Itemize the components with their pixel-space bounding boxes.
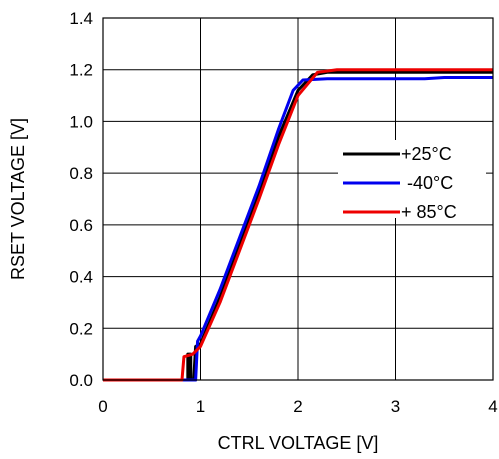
- y-tick-labels: 0.0 0.2 0.4 0.6 0.8 1.0 1.2 1.4: [69, 9, 93, 390]
- y-tick-label: 0.6: [69, 216, 93, 235]
- y-tick-label: 0.8: [69, 164, 93, 183]
- legend-entry-label: + 85°C: [401, 202, 457, 222]
- y-tick-label: 0.2: [69, 319, 93, 338]
- x-tick-label: 4: [488, 397, 497, 416]
- x-axis-label: CTRL VOLTAGE [V]: [218, 433, 379, 453]
- y-tick-label: 0.4: [69, 268, 93, 287]
- x-tick-label: 0: [98, 397, 107, 416]
- x-tick-label: 1: [196, 397, 205, 416]
- plot-frame: [102, 17, 494, 381]
- y-tick-label: 1.4: [69, 9, 93, 28]
- series-line-2: [103, 68, 493, 382]
- y-tick-label: 1.2: [69, 61, 93, 80]
- legend-entry-label: +25°C: [401, 144, 452, 164]
- x-tick-labels: 0 1 2 3 4: [98, 397, 497, 416]
- x-tick-label: 2: [293, 397, 302, 416]
- legend: +25°C -40°C + 85°C: [338, 140, 486, 222]
- x-tick-label: 3: [391, 397, 400, 416]
- y-tick-label: 1.0: [69, 112, 93, 131]
- legend-entry-label: -40°C: [407, 173, 453, 193]
- y-tick-label: 0.0: [69, 371, 93, 390]
- y-axis-label: RSET VOLTAGE [V]: [8, 118, 28, 280]
